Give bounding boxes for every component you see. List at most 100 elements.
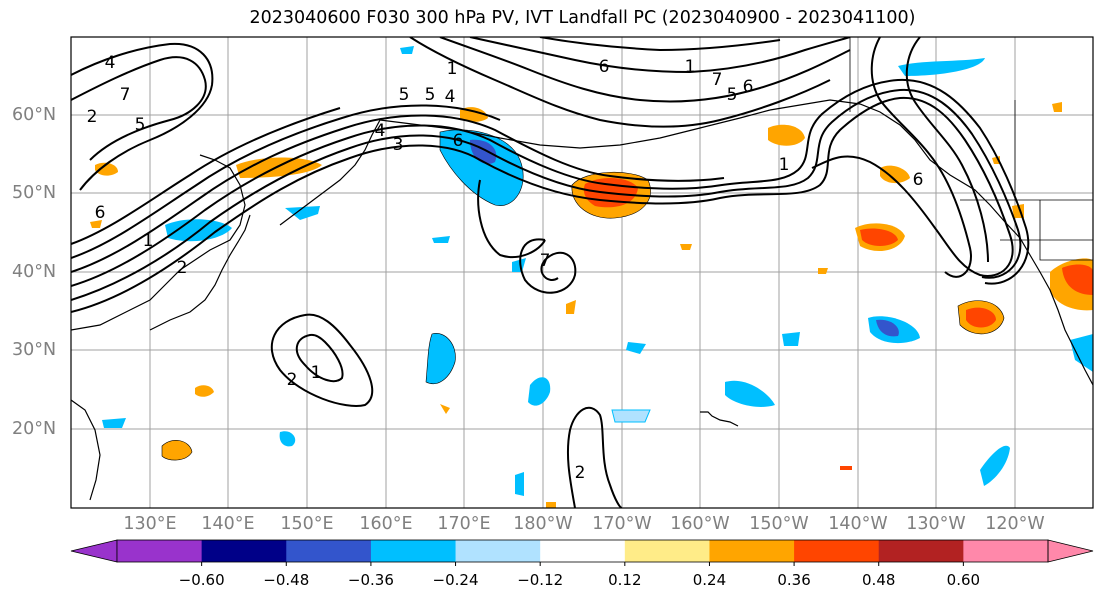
pv-contour <box>71 107 341 245</box>
negative-anomaly-blob <box>400 46 414 54</box>
positive-anomaly-blob <box>818 268 828 274</box>
asia-coastline <box>71 154 246 331</box>
state-border <box>1039 200 1093 261</box>
japan-coastline <box>149 214 251 331</box>
contour-label: 6 <box>913 170 924 190</box>
negative-anomaly-blob <box>439 129 524 206</box>
latitude-label: 50°N <box>12 183 57 203</box>
borders <box>849 37 1093 261</box>
positive-anomaly-core <box>1062 264 1093 295</box>
positive-anomaly-blob <box>768 124 805 146</box>
colorbar-tick-label: 0.12 <box>608 571 642 589</box>
negative-anomaly-blob <box>432 236 450 243</box>
colorbar-extend-high <box>1047 539 1094 563</box>
negative-anomaly-core <box>876 319 899 337</box>
contour-label: 6 <box>743 77 754 97</box>
contour-label: 3 <box>393 135 404 155</box>
colorbar-segment <box>286 540 372 562</box>
contour-label: 5 <box>727 85 738 105</box>
contour-label: 2 <box>287 370 298 390</box>
negative-anomaly-blob <box>528 377 551 406</box>
pv-contour <box>71 104 501 259</box>
positive-anomaly-blob <box>90 220 102 228</box>
longitude-label: 140°W <box>828 514 888 534</box>
positive-anomaly-core <box>966 307 996 328</box>
latitude-label: 40°N <box>12 262 57 282</box>
contour-label: 7 <box>712 70 723 90</box>
latitude-label: 20°N <box>12 419 57 439</box>
longitude-label: 120°W <box>985 514 1045 534</box>
contour-label: 6 <box>95 203 106 223</box>
longitude-label: 170°E <box>437 514 491 534</box>
contour-label: 4 <box>445 87 456 107</box>
colorbar-segment <box>455 540 541 562</box>
negative-anomaly-blob <box>898 58 985 76</box>
colorbar-segment <box>624 540 710 562</box>
longitude-label: 170°W <box>592 514 652 534</box>
colorbar <box>70 539 1094 566</box>
colorbar-tick-label: −0.36 <box>347 571 394 589</box>
positive-anomaly-blob <box>840 466 852 470</box>
negative-anomaly-blob <box>102 418 126 428</box>
negative-anomaly-blob <box>285 206 320 220</box>
contour-label: 2 <box>575 463 586 483</box>
contour-label: 7 <box>540 251 551 271</box>
negative-anomaly-blob <box>626 342 646 354</box>
aleutian-coastline <box>379 109 771 149</box>
pv-contour <box>71 78 1030 287</box>
colorbar-tick-label: −0.12 <box>517 571 564 589</box>
pv-contour <box>905 37 989 263</box>
pv-contour <box>519 238 577 294</box>
contour-label: 4 <box>105 53 116 73</box>
colorbar-tick-label: −0.24 <box>432 571 479 589</box>
latitude-label: 60°N <box>12 105 57 125</box>
contour-label: 2 <box>87 107 98 127</box>
longitude-label: 140°E <box>201 514 255 534</box>
contour-label: 7 <box>120 85 131 105</box>
alaska-coastline <box>769 99 1093 386</box>
colorbar-tick-label: −0.60 <box>178 571 225 589</box>
negative-anomaly-blob <box>611 409 651 423</box>
contour-label: 6 <box>453 131 464 151</box>
pv-contour <box>71 56 207 161</box>
negative-anomaly-blob <box>1070 334 1093 372</box>
positive-anomaly-blob <box>880 165 910 184</box>
longitude-label: 160°W <box>670 514 730 534</box>
colorbar-segment <box>794 540 880 562</box>
positive-anomaly-core <box>860 228 898 246</box>
coastlines <box>71 99 1093 501</box>
negative-anomaly-blob <box>782 332 800 346</box>
contour-label: 1 <box>143 231 154 251</box>
pv-contour <box>71 96 1014 313</box>
map-title: 2023040600 F030 300 hPa PV, IVT Landfall… <box>249 8 916 28</box>
contour-label: 1 <box>311 363 322 383</box>
colorbar-tick-label: −0.48 <box>263 571 310 589</box>
positive-anomaly-blob <box>566 300 576 314</box>
pv-contour <box>566 406 623 508</box>
colorbar-tick-label: 0.48 <box>862 571 896 589</box>
colorbar-segment <box>540 540 626 562</box>
negative-anomaly-blob <box>515 472 524 496</box>
longitude-label: 150°W <box>749 514 809 534</box>
colorbar-tick-label: 0.36 <box>777 571 811 589</box>
positive-anomaly-blob <box>440 404 450 414</box>
contour-label: 2 <box>177 258 188 278</box>
map-frame <box>70 36 1094 509</box>
longitude-label: 130°E <box>123 514 177 534</box>
pv-contour <box>469 37 851 74</box>
positive-anomaly-blob <box>680 244 692 250</box>
ivt-anomaly-shading <box>90 46 1093 508</box>
colorbar-extend-low <box>70 539 118 563</box>
negative-anomaly-blob <box>279 431 296 447</box>
contour-label: 5 <box>425 85 436 105</box>
positive-anomaly-blob <box>95 162 118 176</box>
kamchatka-coastline <box>279 119 381 226</box>
positive-anomaly-blob <box>195 385 214 397</box>
contour-label: 5 <box>399 85 410 105</box>
philippines-coastline <box>71 399 101 501</box>
pv-contour <box>409 37 831 128</box>
hawaii-islands <box>700 411 739 427</box>
pv-contour <box>71 88 1022 301</box>
negative-anomaly-blob <box>512 258 526 272</box>
pv-contour <box>439 37 851 103</box>
